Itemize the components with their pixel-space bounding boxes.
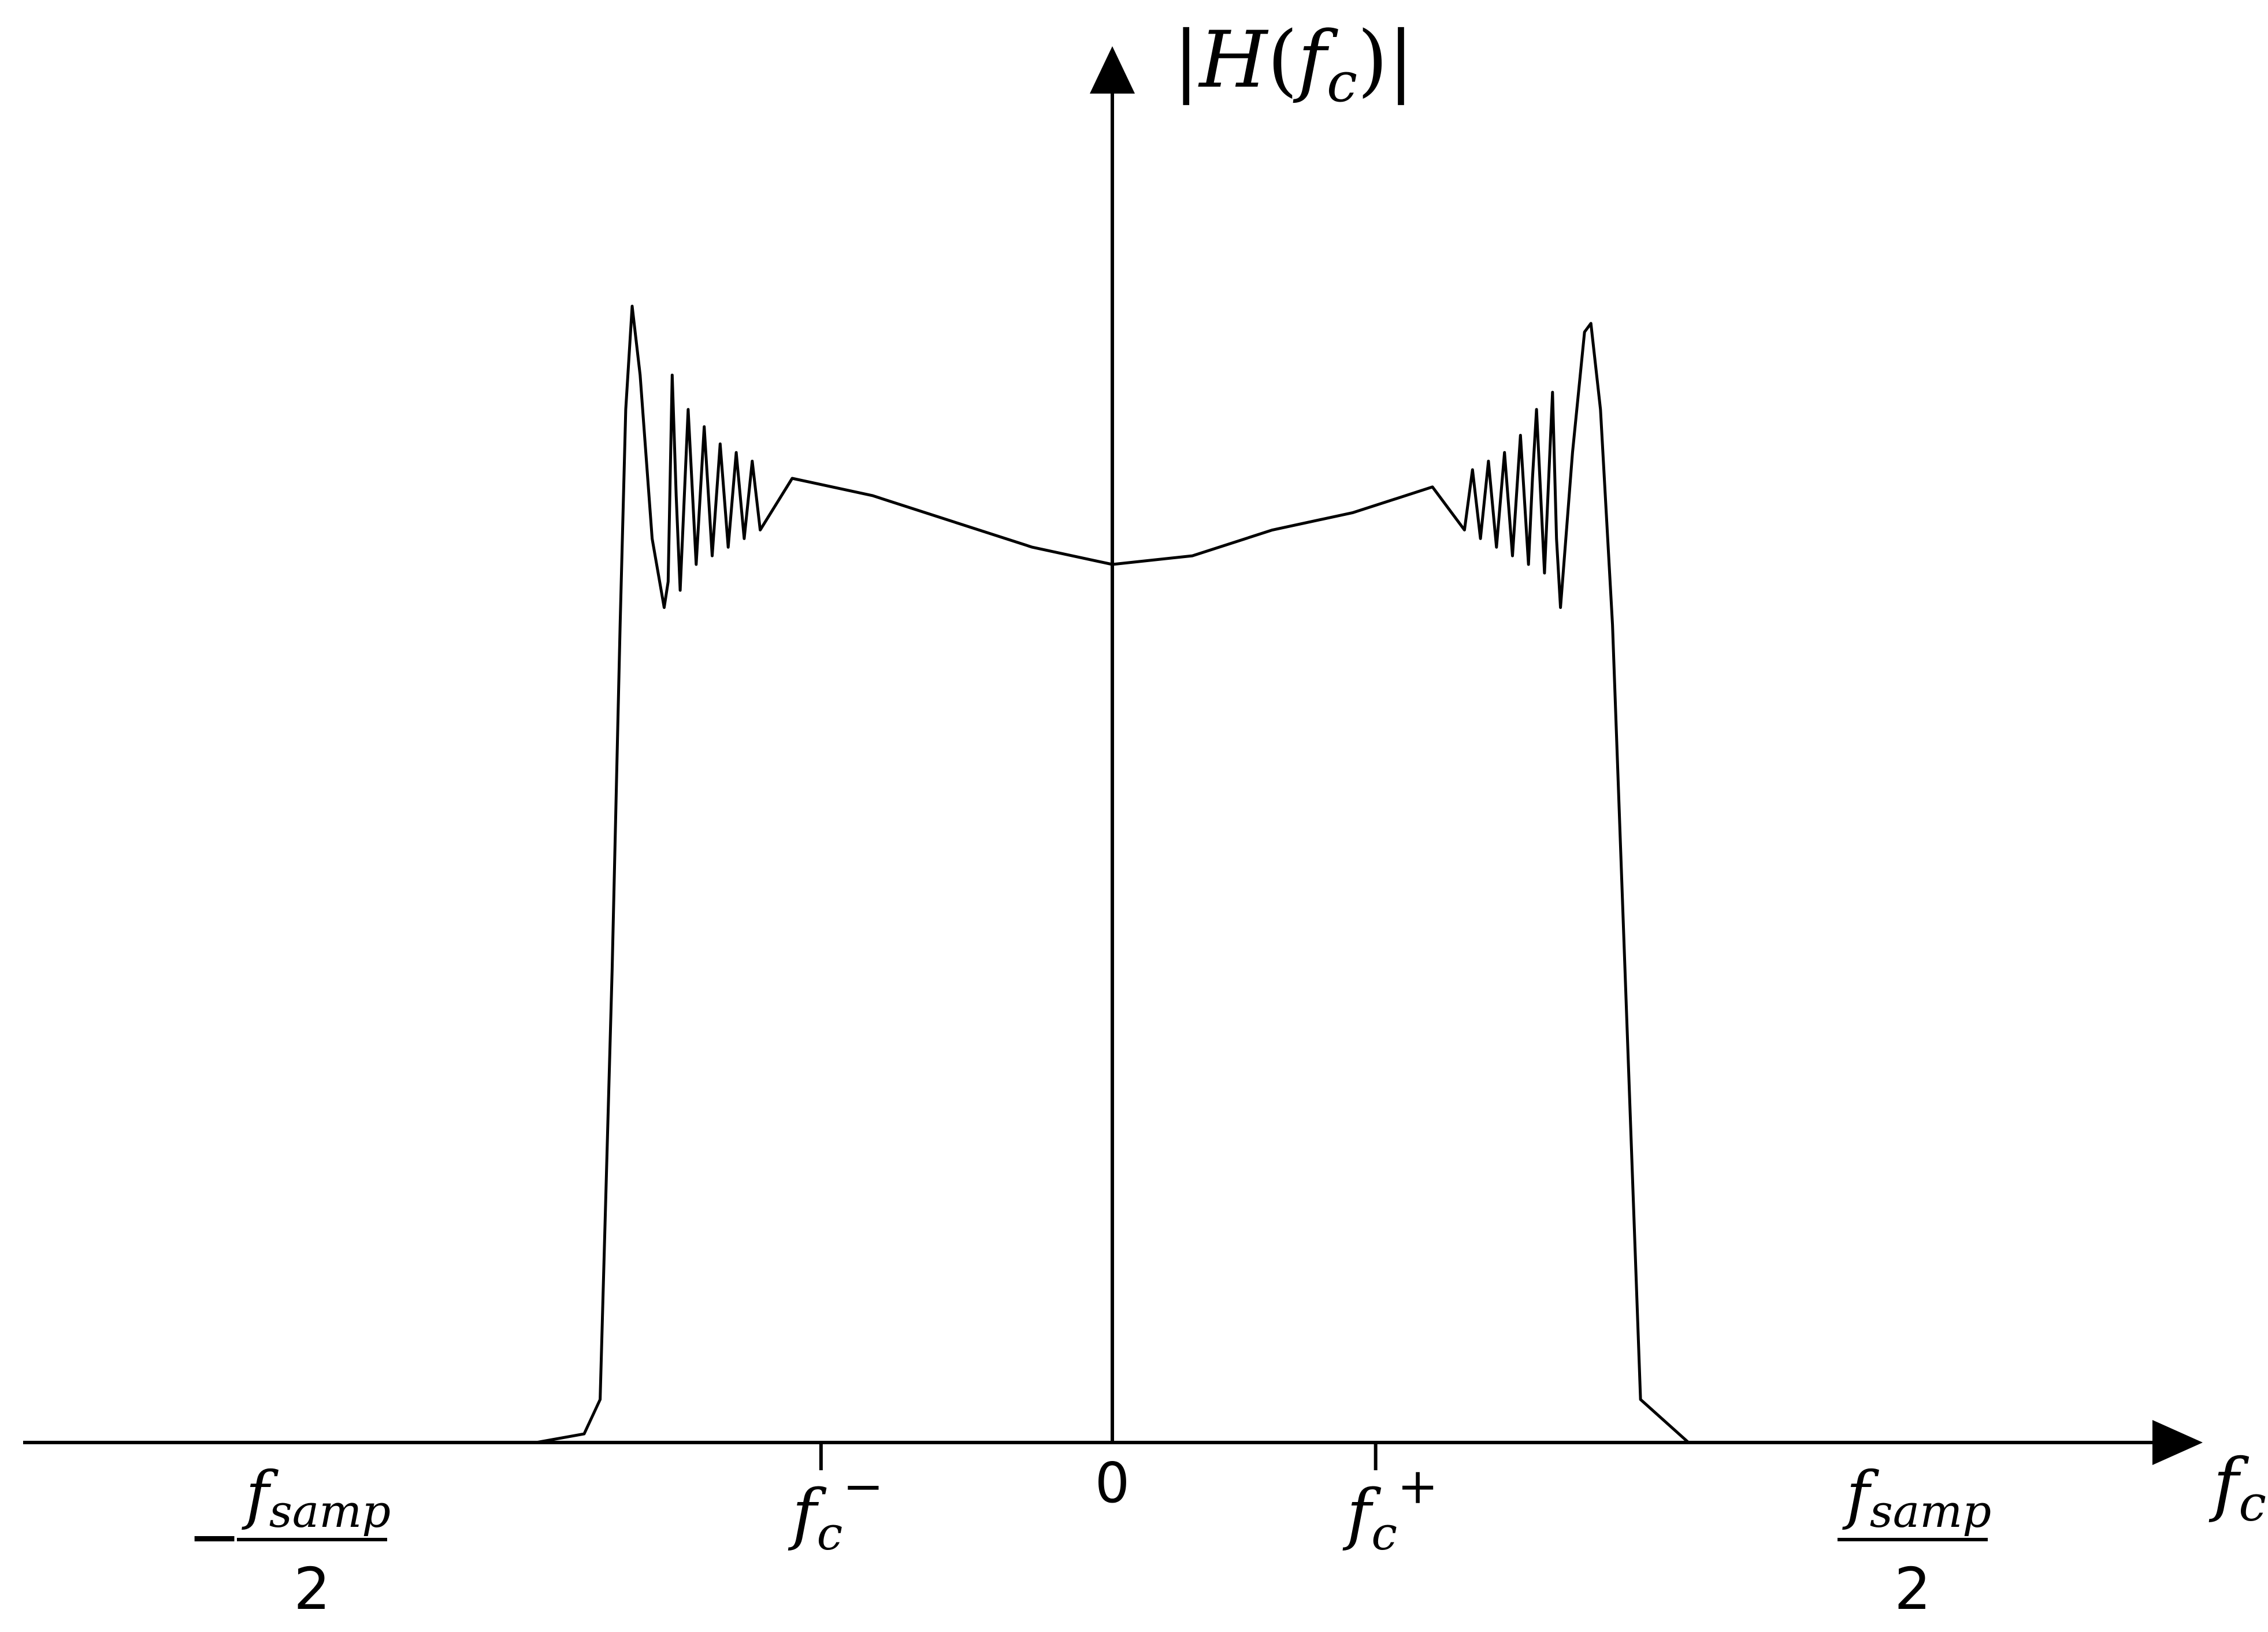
ylabel-sub: c xyxy=(1327,51,1357,114)
ylabel-close-bar: | xyxy=(1388,14,1414,105)
svg-text:2: 2 xyxy=(294,1555,331,1623)
y-axis-arrow-icon xyxy=(1090,46,1135,94)
axes xyxy=(23,46,2203,1465)
x-axis-label: fc xyxy=(2208,1444,2266,1533)
svg-text:fsamp: fsamp xyxy=(242,1458,391,1538)
svg-text:2: 2 xyxy=(1894,1555,1931,1623)
series-line-0 xyxy=(312,304,1913,1444)
x-tick-label-zero: 0 xyxy=(1095,1452,1130,1515)
x-tick-label-1: fc− xyxy=(788,1458,884,1560)
x-tick-label-fraction-0: fsamp 2− xyxy=(188,1458,391,1623)
y-axis-label: |H(fc)| xyxy=(1173,14,1414,114)
x-tick-label-3: fc+ xyxy=(1342,1458,1439,1560)
ylabel-paren-close: ) xyxy=(1357,14,1388,105)
svg-text:fsamp: fsamp xyxy=(1842,1458,1991,1538)
x-tick-label-fraction-4: fsamp 2 xyxy=(1838,1458,1991,1623)
series-layer xyxy=(312,304,1913,1444)
ylabel-base: H xyxy=(1197,14,1268,105)
ylabel-open-bar: | xyxy=(1173,14,1199,105)
svg-text:−: − xyxy=(188,1500,241,1574)
ylabel-paren-open: ( xyxy=(1267,14,1298,105)
x-axis-arrow-icon xyxy=(2152,1420,2203,1465)
xlabel-sub: c xyxy=(2239,1475,2266,1533)
